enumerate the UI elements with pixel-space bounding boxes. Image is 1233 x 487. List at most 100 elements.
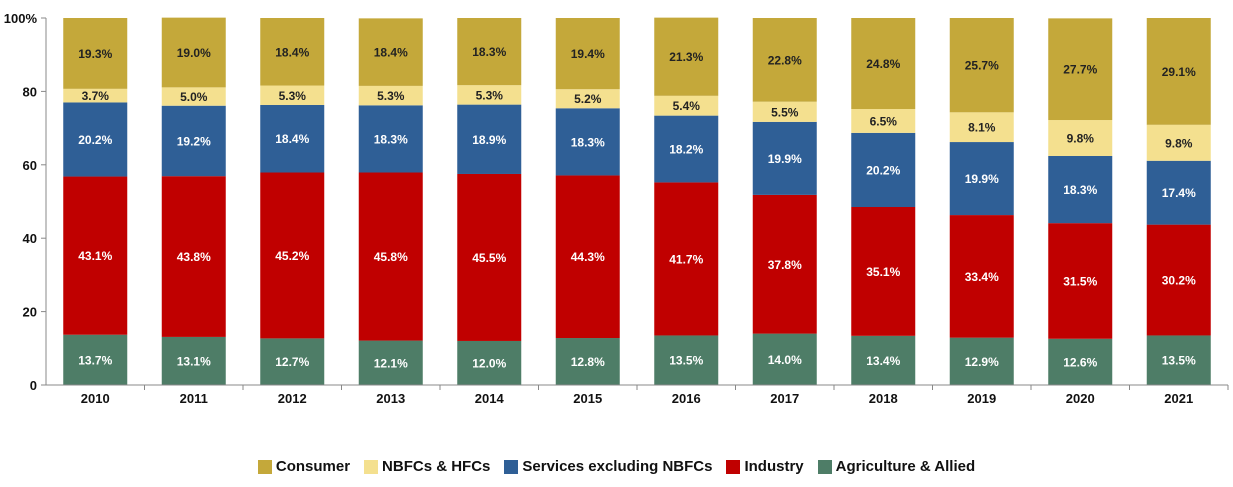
legend: Consumer NBFCs & HFCs Services excluding N… [0, 458, 1233, 475]
bar-segment [260, 104, 325, 173]
bar-segment [1146, 160, 1211, 225]
data-label: 12.6% [1063, 355, 1097, 369]
data-label: 27.7% [1063, 63, 1097, 77]
bar-segment [1146, 335, 1211, 385]
data-label: 18.9% [472, 133, 506, 147]
x-tick-label: 2014 [475, 391, 505, 406]
bar-segment [457, 340, 522, 385]
data-label: 3.7% [82, 89, 110, 103]
bar-segment [358, 85, 423, 106]
bar-segment [1048, 120, 1113, 156]
y-tick-label: 60 [23, 158, 37, 173]
bar-segment [752, 18, 817, 102]
y-tick-label: 20 [23, 305, 37, 320]
bar-segment [63, 176, 128, 335]
data-label: 14.0% [768, 353, 802, 367]
legend-item: NBFCs & HFCs [364, 458, 490, 475]
bar-segment [161, 336, 226, 385]
x-tick-label: 2021 [1164, 391, 1193, 406]
bar-segment [1146, 18, 1211, 125]
legend-label: Industry [744, 458, 804, 475]
bar-segment [555, 18, 620, 90]
bar-segment [555, 108, 620, 176]
data-label: 19.3% [78, 47, 112, 61]
bar-segment [161, 105, 226, 177]
data-label: 44.3% [571, 250, 605, 264]
y-tick-label: 100% [4, 11, 38, 26]
data-label: 13.7% [78, 353, 112, 367]
x-tick-label: 2017 [770, 391, 799, 406]
legend-swatch [257, 459, 272, 474]
data-label: 18.3% [571, 135, 605, 149]
bar-segment [457, 85, 522, 105]
data-label: 13.5% [1162, 354, 1196, 368]
data-label: 19.0% [177, 46, 211, 60]
y-tick-label: 0 [30, 378, 37, 393]
bar-segment [654, 95, 719, 116]
data-label: 12.9% [965, 355, 999, 369]
data-label: 24.8% [866, 57, 900, 71]
y-tick-label: 40 [23, 231, 37, 246]
data-label: 13.1% [177, 354, 211, 368]
data-label: 18.4% [275, 45, 309, 59]
bar-segment [457, 18, 522, 86]
data-label: 25.7% [965, 59, 999, 73]
data-label: 12.7% [275, 355, 309, 369]
data-label: 21.3% [669, 50, 703, 64]
bar-segment [654, 115, 719, 183]
data-label: 18.3% [1063, 183, 1097, 197]
data-label: 41.7% [669, 252, 703, 266]
legend-label: NBFCs & HFCs [382, 458, 491, 475]
data-label: 5.3% [476, 88, 504, 102]
bar-segment [358, 340, 423, 385]
x-tick-label: 2013 [376, 391, 405, 406]
legend-swatch [726, 459, 741, 474]
data-label: 12.8% [571, 355, 605, 369]
bar-segment [161, 17, 226, 88]
data-label: 18.4% [374, 46, 408, 60]
data-label: 5.2% [574, 92, 602, 106]
data-label: 33.4% [965, 270, 999, 284]
legend-swatch [817, 459, 832, 474]
bar-segment [63, 18, 128, 89]
data-label: 22.8% [768, 53, 802, 67]
bar-segment [63, 102, 128, 177]
y-tick-label: 80 [23, 84, 37, 99]
legend-swatch [364, 459, 379, 474]
data-label: 5.0% [180, 90, 208, 104]
data-label: 18.4% [275, 132, 309, 146]
bar-segment [555, 338, 620, 385]
bar-segment [851, 207, 916, 336]
data-label: 19.9% [965, 172, 999, 186]
bar-segment [1048, 155, 1113, 224]
bar-segment [1048, 223, 1113, 339]
data-label: 12.0% [472, 356, 506, 370]
data-label: 19.2% [177, 134, 211, 148]
bar-segment [1146, 224, 1211, 336]
data-label: 29.1% [1162, 65, 1196, 79]
bar-segment [752, 333, 817, 385]
data-label: 43.8% [177, 250, 211, 264]
data-label: 17.4% [1162, 186, 1196, 200]
data-label: 12.1% [374, 356, 408, 370]
data-label: 19.9% [768, 152, 802, 166]
x-tick-label: 2010 [81, 391, 110, 406]
data-label: 5.3% [377, 89, 405, 103]
data-label: 37.8% [768, 258, 802, 272]
bar-segment [851, 335, 916, 385]
data-label: 19.4% [571, 47, 605, 61]
bar-segment [654, 182, 719, 336]
stacked-bar-chart: 0 20 40 60 80 100% 13.7% 43.1% 20.2% 3.7% 19.3% 201… [4, 11, 1229, 406]
data-label: 43.1% [78, 249, 112, 263]
data-label: 35.1% [866, 265, 900, 279]
data-label: 18.2% [669, 143, 703, 157]
bar-segment [358, 172, 423, 341]
bar-segment [851, 18, 916, 110]
bar-segment [161, 176, 226, 337]
data-label: 13.5% [669, 354, 703, 368]
data-label: 31.5% [1063, 274, 1097, 288]
legend-item: Consumer [257, 458, 350, 475]
x-tick-label: 2016 [672, 391, 701, 406]
bar-segment [260, 85, 325, 105]
bar-segment [260, 338, 325, 385]
